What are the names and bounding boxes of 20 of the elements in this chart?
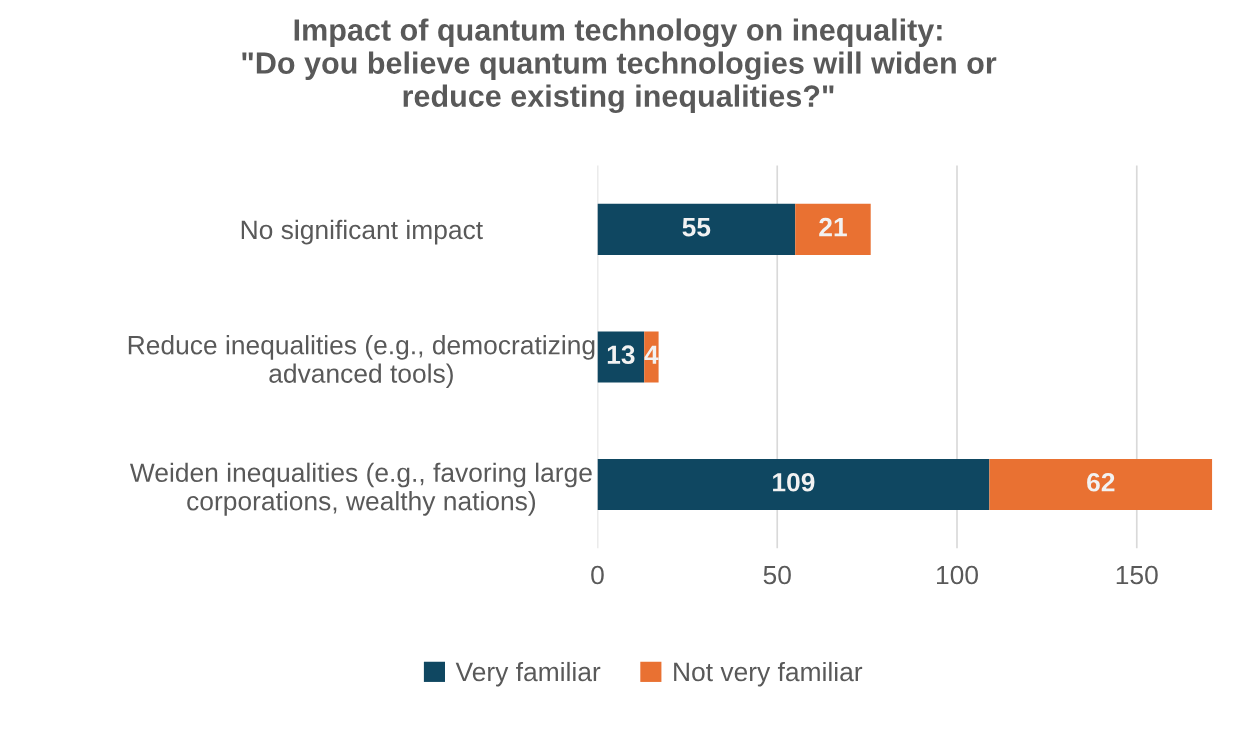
- data-label: 55: [682, 218, 711, 237]
- bar: [597, 203, 796, 255]
- bar: [989, 459, 1213, 511]
- x-tick-label: 100: [937, 565, 978, 585]
- data-label: 109: [773, 472, 815, 492]
- data-label: 21: [819, 217, 847, 237]
- legend-label: Very familiar: [455, 661, 601, 687]
- legend-label: Not very familiar: [674, 661, 863, 687]
- y-tick-label: No significant impact: [241, 219, 483, 245]
- x-tick-label: 50: [763, 565, 791, 585]
- y-tick-label: Weiden inequalities (e.g., favoring large corporations, wealthy nations): [129, 462, 592, 516]
- data-label: 13: [607, 345, 635, 365]
- bar: [597, 459, 990, 511]
- chart-title: Impact of quantum technology on inequality: "Do you believe quantum technologies will widen or reduce existing inequalities?": [242, 18, 997, 114]
- x-tick-label: 0: [591, 565, 604, 585]
- data-label: 4: [644, 345, 659, 364]
- x-tick-label: 150: [1116, 565, 1158, 585]
- data-label: 62: [1087, 472, 1115, 492]
- bar: [795, 203, 871, 255]
- y-tick-label: Reduce inequalities (e.g., democratizing advanced tools): [128, 335, 595, 389]
